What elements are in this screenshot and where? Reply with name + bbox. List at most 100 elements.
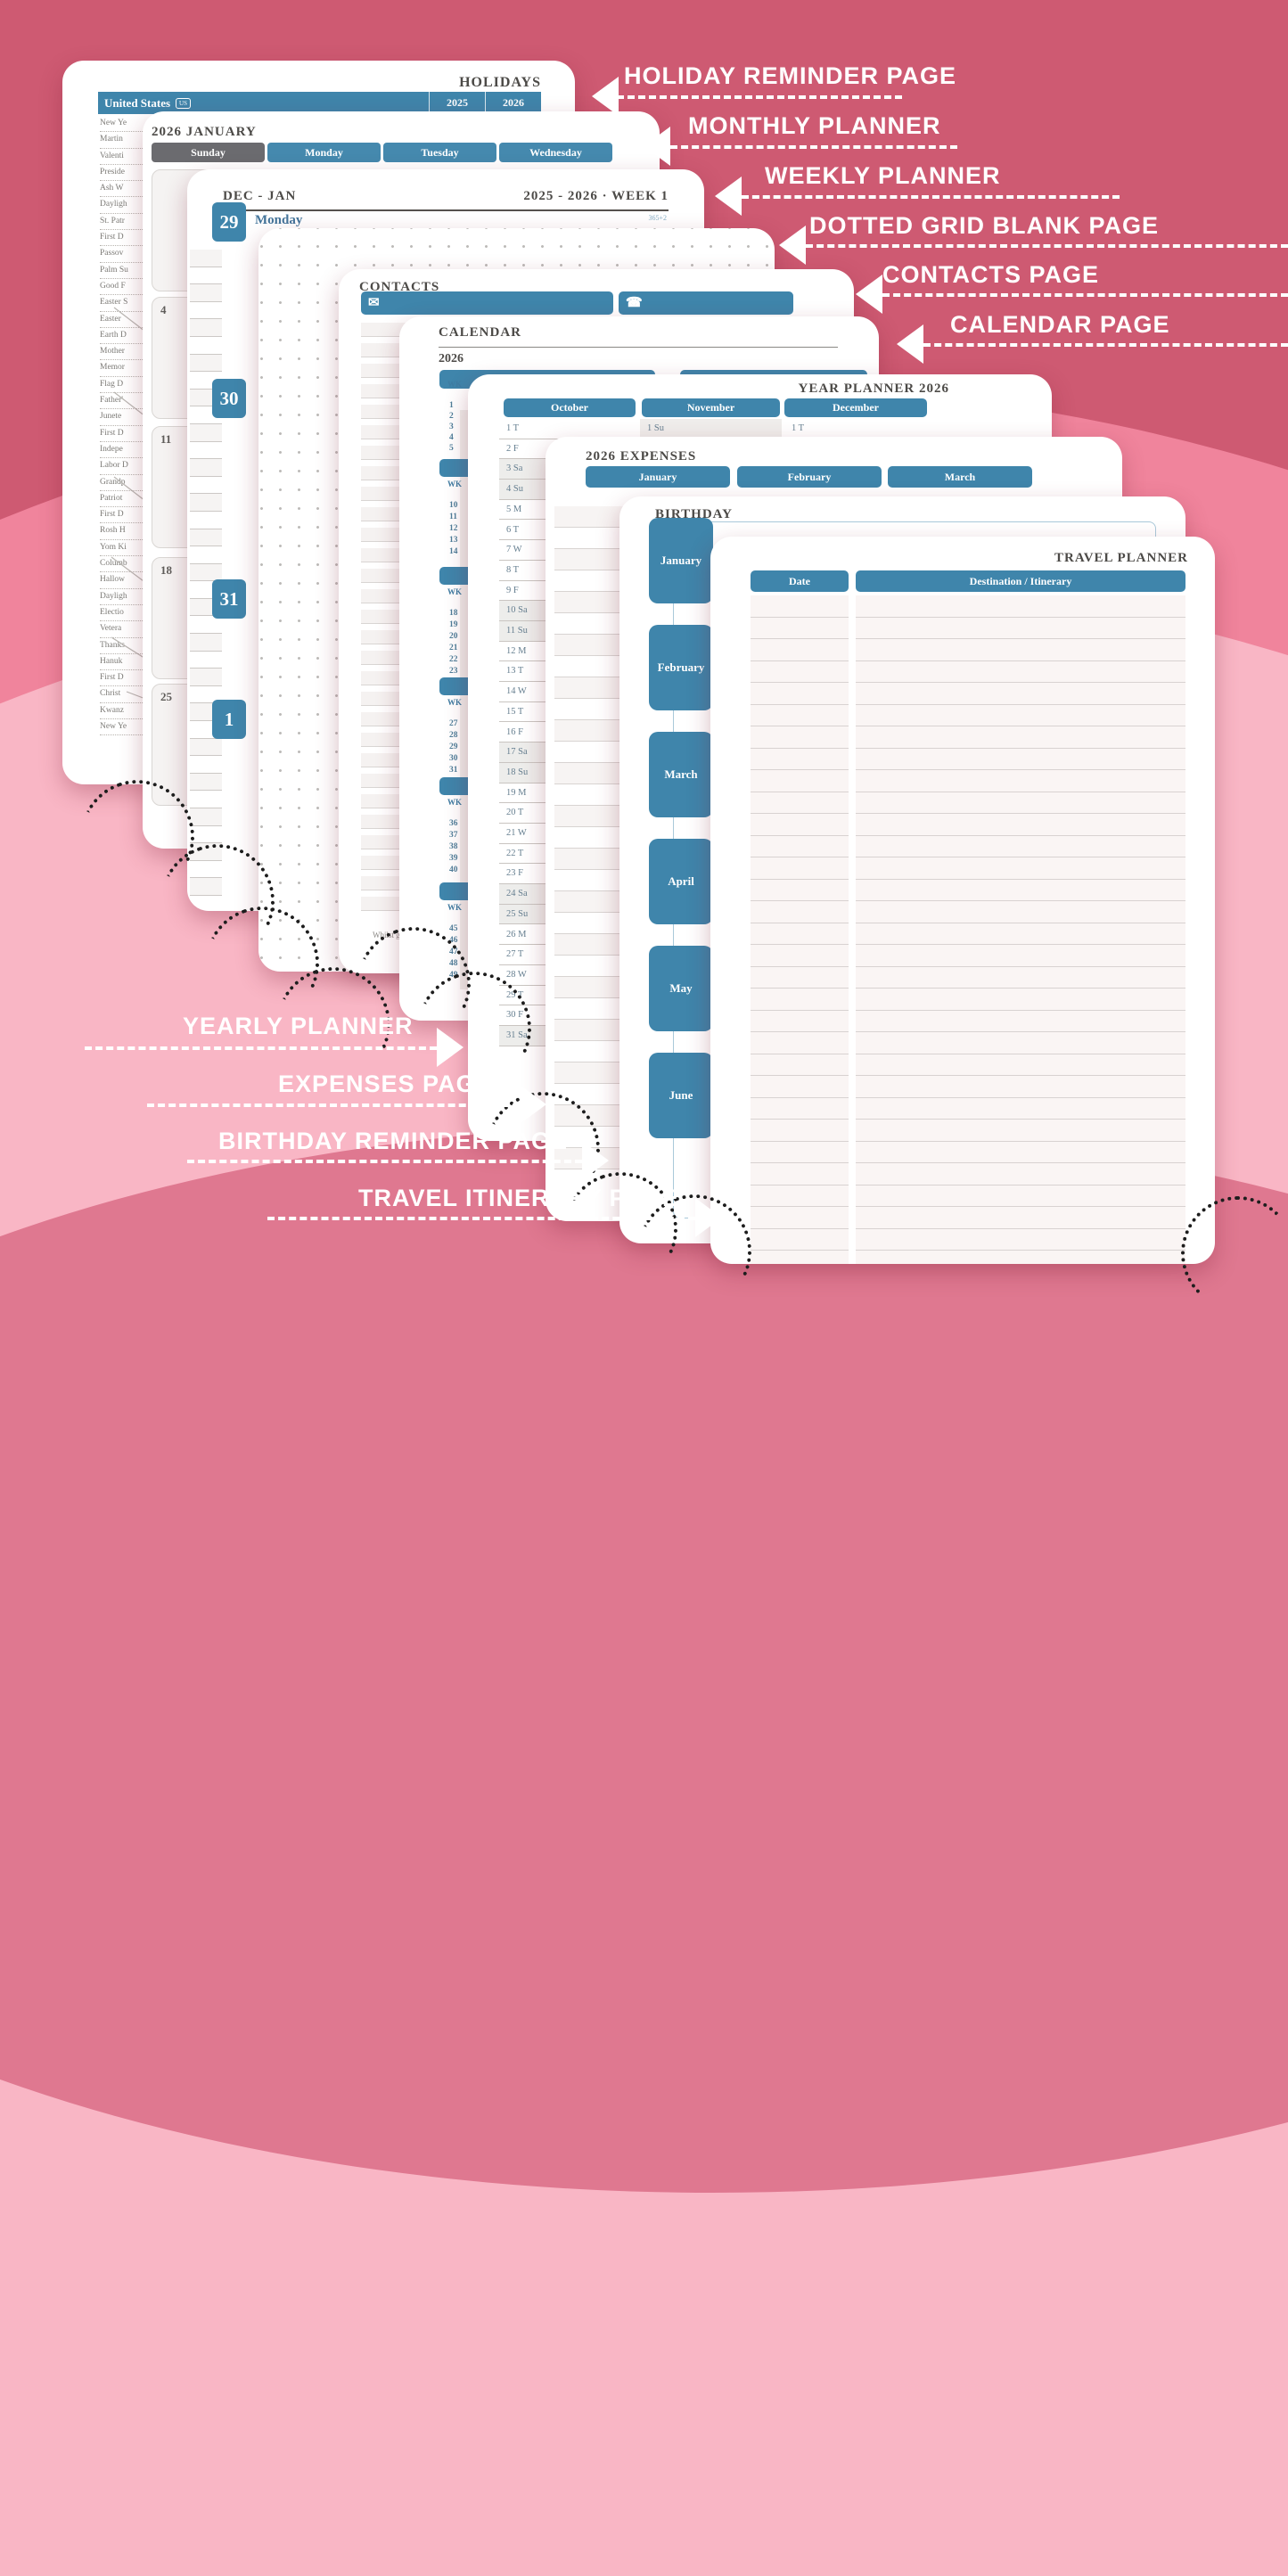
time-slot-row <box>190 756 222 774</box>
year-column-2025: 2025 <box>429 92 485 114</box>
holiday-list-item: St. Patr <box>100 214 153 231</box>
travel-table-row <box>751 880 849 901</box>
day-header-wednesday: Wednesday <box>499 143 612 162</box>
year-planner-day-row: 21 W <box>499 824 581 844</box>
year-planner-day-row: 8 T <box>499 561 581 581</box>
phone-header-bar: ☎ <box>619 291 793 315</box>
time-slot-row <box>190 808 222 826</box>
wk-number: 22 <box>449 655 458 664</box>
time-slot-row <box>190 669 222 686</box>
wk-number: 38 <box>449 842 458 851</box>
travel-table-row <box>751 967 849 989</box>
travel-table-row <box>751 1185 849 1207</box>
wk-number: 18 <box>449 609 458 618</box>
time-slot-row <box>190 721 222 739</box>
holidays-title: HOLIDAYS <box>459 75 541 90</box>
left-arrow-icon <box>592 77 619 116</box>
wk-label: WK <box>447 380 463 389</box>
time-slot-row <box>190 337 222 355</box>
expense-row <box>554 956 679 977</box>
travel-table-row <box>856 618 1185 639</box>
time-slot-row <box>190 442 222 460</box>
travel-table-row <box>751 901 849 923</box>
wk-number: 10 <box>449 501 458 510</box>
travel-table-row <box>856 726 1185 749</box>
wk-number: 13 <box>449 536 458 545</box>
wk-label: WK <box>447 587 463 596</box>
wk-number: 47 <box>449 948 458 956</box>
wk-number: 46 <box>449 936 458 945</box>
year-planner-day-row: 7 W <box>499 540 581 561</box>
expense-row <box>554 1041 679 1062</box>
left-arrow-icon <box>779 226 806 265</box>
weekly-day-number: 30 <box>212 379 246 418</box>
callout-line <box>617 95 902 99</box>
wk-number: 5 <box>449 444 454 453</box>
holiday-list-item: Grandp <box>100 475 153 491</box>
time-slot-row <box>190 267 222 285</box>
wk-label: WK <box>447 903 463 912</box>
time-slot-row <box>190 459 222 477</box>
left-arrow-icon <box>897 324 923 364</box>
holiday-list-item: Hallow <box>100 572 153 589</box>
november-first-day-row: 1 Su <box>640 419 782 438</box>
callout-line <box>882 293 1288 297</box>
travel-table-row <box>751 1011 849 1032</box>
year-planner-day-row: 23 F <box>499 864 581 885</box>
weekly-day-blocks: 29 Monday 30 31 1 <box>187 169 704 911</box>
time-slot-row <box>190 773 222 792</box>
travel-table-row <box>856 792 1185 814</box>
left-arrow-icon <box>715 176 742 216</box>
wk-number: 31 <box>449 766 458 775</box>
holiday-list-item: First D <box>100 507 153 524</box>
year-month-december: December <box>784 398 927 417</box>
time-slot-row <box>190 284 222 302</box>
travel-itinerary-page: TRAVEL PLANNER Date Destination / Itiner… <box>710 537 1215 1264</box>
year-planner-day-row: 20 T <box>499 803 581 824</box>
travel-table-row <box>856 1032 1185 1054</box>
travel-table-row <box>856 1207 1185 1229</box>
travel-table-row <box>751 1142 849 1163</box>
travel-table-row <box>751 836 849 857</box>
time-slot-row <box>190 826 222 844</box>
weekly-time-column <box>190 250 222 911</box>
year-planner-day-row: 27 T <box>499 945 581 965</box>
right-arrow-icon <box>582 1141 609 1180</box>
expense-row <box>554 1127 679 1148</box>
time-slot-row <box>190 302 222 320</box>
year-planner-day-row: 1 T <box>499 419 581 439</box>
time-slot-row <box>190 546 222 564</box>
travel-table-row <box>856 639 1185 661</box>
contacts-title: CONTACTS <box>359 280 440 294</box>
right-arrow-icon <box>520 1085 546 1124</box>
travel-table-row <box>856 705 1185 726</box>
wk-number: 11 <box>449 513 457 521</box>
travel-table-row <box>751 661 849 683</box>
wk-number: 1 <box>449 401 454 410</box>
weekly-page-code: 365+2 <box>648 214 667 222</box>
time-slot-row <box>190 581 222 599</box>
time-slot-row <box>190 843 222 861</box>
callout-contacts-page: CONTACTS PAGE <box>882 261 1100 288</box>
wk-number: 4 <box>449 433 454 442</box>
travel-destination-column <box>856 595 1185 1264</box>
holiday-list-item: Mother <box>100 344 153 361</box>
travel-column-destination: Destination / Itinerary <box>856 570 1185 592</box>
travel-table-row <box>856 836 1185 857</box>
expenses-month-february: February <box>737 466 882 488</box>
holiday-list-item: Palm Su <box>100 263 153 279</box>
month-cell-date: 18 <box>160 563 172 577</box>
time-slot-row <box>190 372 222 390</box>
travel-table-row <box>751 726 849 749</box>
holiday-list-item: Martin <box>100 132 153 149</box>
travel-table-row <box>751 1098 849 1120</box>
right-arrow-icon <box>695 1198 722 1237</box>
wk-number: 45 <box>449 924 458 933</box>
year-planner-day-row: 19 M <box>499 783 581 804</box>
holiday-list-item: Labor D <box>100 458 153 475</box>
holiday-list-item: Easter <box>100 312 153 328</box>
callout-weekly-planner: WEEKLY PLANNER <box>765 162 1001 189</box>
year-planner-day-row: 16 F <box>499 723 581 743</box>
holiday-list-item: First D <box>100 426 153 442</box>
travel-table-row <box>751 1120 849 1142</box>
